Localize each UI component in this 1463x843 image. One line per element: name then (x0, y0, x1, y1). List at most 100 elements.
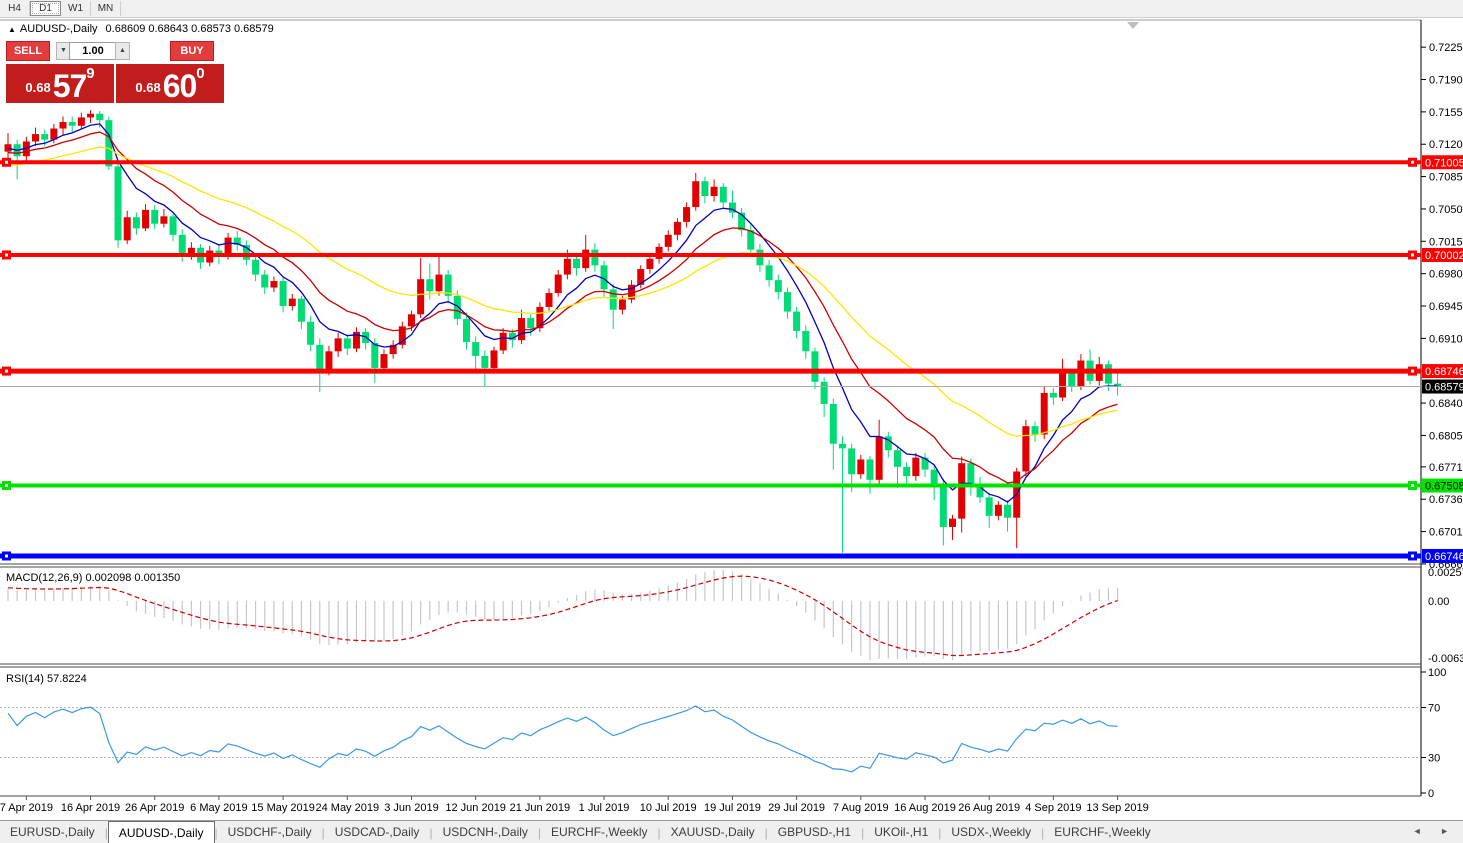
scroll-to-end-marker[interactable] (1127, 22, 1139, 29)
level-line-0.67508[interactable]: 0.67508 (0, 478, 1463, 493)
timeframe-button-d1[interactable]: D1 (30, 1, 61, 16)
svg-text:13 Sep 2019: 13 Sep 2019 (1086, 802, 1148, 814)
chart-tab-xauusd-daily[interactable]: XAUUSD-,Daily (670, 825, 755, 839)
rsi-pane: RSI(14) 57.8224 100 70 30 0 (0, 667, 1446, 800)
tab-separator: | (861, 825, 865, 840)
svg-text:100: 100 (1428, 667, 1446, 679)
svg-text:0.67508: 0.67508 (1425, 481, 1463, 493)
svg-text:7 Aug 2019: 7 Aug 2019 (833, 802, 889, 814)
chart-tab-eurchf-weekly[interactable]: EURCHF-,Weekly (551, 825, 648, 839)
sell-price-sup: 9 (86, 65, 95, 82)
chart-tab-eurchf-weekly[interactable]: EURCHF-,Weekly (1054, 825, 1151, 839)
level-line-0.71005[interactable]: 0.71005 (0, 155, 1463, 170)
buy-price-display[interactable]: 0.68 60 0 (116, 64, 224, 103)
svg-text:3 Jun 2019: 3 Jun 2019 (384, 802, 438, 814)
svg-text:16 Apr 2019: 16 Apr 2019 (61, 802, 120, 814)
svg-text:1 Jul 2019: 1 Jul 2019 (579, 802, 630, 814)
chart-tab-usdcad-daily[interactable]: USDCAD-,Daily (334, 825, 420, 839)
panel-expand-icon[interactable]: ▲ (8, 25, 16, 34)
svg-text:29 Jul 2019: 29 Jul 2019 (768, 802, 825, 814)
svg-text:-0.006326: -0.006326 (1428, 653, 1463, 665)
buy-price-sup: 0 (196, 65, 205, 82)
chart-tab-eurusd-daily[interactable]: EURUSD-,Daily (10, 825, 95, 839)
svg-text:0: 0 (1428, 788, 1434, 800)
sell-price-display[interactable]: 0.68 57 9 (6, 64, 114, 103)
svg-text:21 Jun 2019: 21 Jun 2019 (510, 802, 571, 814)
chart-symbol-header: ▲ AUDUSD-,Daily 0.68609 0.68643 0.68573 0.… (8, 23, 274, 35)
tab-separator: | (104, 825, 108, 840)
tab-separator: | (938, 825, 942, 840)
symbol-tab-bar: EURUSD-,Daily | AUDUSD-,Daily | USDCHF-,Dail… (0, 820, 1463, 843)
tab-separator: | (657, 825, 661, 840)
svg-text:0.002574: 0.002574 (1428, 567, 1463, 579)
tab-separator: | (429, 825, 433, 840)
date-axis: 7 Apr 2019 16 Apr 2019 26 Apr 2019 6 May 20… (0, 796, 1149, 814)
current-price-line: 0.68579 (0, 379, 1463, 394)
level-line-0.70002[interactable]: 0.70002 (0, 247, 1463, 262)
timeframe-button-h4[interactable]: H4 (0, 1, 30, 16)
svg-text:4 Sep 2019: 4 Sep 2019 (1025, 802, 1081, 814)
price-pane (0, 19, 1422, 797)
svg-text:0.71005: 0.71005 (1425, 157, 1463, 169)
level-line-0.66746[interactable]: 0.66746 (0, 548, 1463, 563)
sell-price-small: 0.68 (25, 80, 51, 95)
tab-separator: | (214, 825, 218, 840)
svg-text:0.00: 0.00 (1428, 596, 1449, 608)
svg-text:0.70002: 0.70002 (1425, 250, 1463, 262)
tab-scroll-arrows[interactable]: ◄ ► (1412, 826, 1457, 836)
chart-tab-ukoil-h1[interactable]: UKOil-,H1 (874, 825, 929, 839)
chart-tab-audusd-daily[interactable]: AUDUSD-,Daily (107, 821, 215, 843)
svg-text:12 Jun 2019: 12 Jun 2019 (445, 802, 506, 814)
tab-separator: | (764, 825, 768, 840)
chart-tab-usdcnh-daily[interactable]: USDCNH-,Daily (442, 825, 528, 839)
svg-text:19 Jul 2019: 19 Jul 2019 (704, 802, 761, 814)
svg-text:MACD(12,26,9) 0.002098 0.00135: MACD(12,26,9) 0.002098 0.001350 (6, 572, 180, 584)
svg-text:10 Jul 2019: 10 Jul 2019 (640, 802, 697, 814)
tab-separator: | (1041, 825, 1045, 840)
level-lines: 0.71005 0.70002 0.68746 0.67508 0.66746 (0, 155, 1463, 563)
svg-text:24 May 2019: 24 May 2019 (315, 802, 379, 814)
chart-tab-usdchf-daily[interactable]: USDCHF-,Daily (227, 825, 312, 839)
chart-tab-gbpusd-h1[interactable]: GBPUSD-,H1 (777, 825, 852, 839)
svg-text:RSI(14) 57.8224: RSI(14) 57.8224 (6, 673, 87, 685)
macd-pane: MACD(12,26,9) 0.002098 0.001350 0.002574 0… (6, 567, 1463, 665)
sell-price-big: 57 (52, 68, 88, 104)
chart-tab-usdx-weekly[interactable]: USDX-,Weekly (951, 825, 1032, 839)
sell-button[interactable]: SELL (6, 41, 50, 61)
svg-text:26 Aug 2019: 26 Aug 2019 (958, 802, 1020, 814)
svg-text:6 May 2019: 6 May 2019 (190, 802, 247, 814)
ma-lines (7, 123, 1118, 503)
svg-text:7 Apr 2019: 7 Apr 2019 (0, 802, 53, 814)
level-line-0.68746[interactable]: 0.68746 (0, 364, 1463, 379)
volume-increase-button[interactable]: ▲ (115, 42, 130, 60)
svg-text:26 Apr 2019: 26 Apr 2019 (125, 802, 184, 814)
timeframe-button-w1[interactable]: W1 (61, 1, 91, 16)
svg-text:0.68579: 0.68579 (1425, 382, 1463, 394)
svg-text:30: 30 (1428, 753, 1440, 765)
svg-text:16 Aug 2019: 16 Aug 2019 (894, 802, 956, 814)
buy-button[interactable]: BUY (170, 41, 214, 61)
svg-text:0.66746: 0.66746 (1425, 551, 1463, 563)
buy-price-small: 0.68 (135, 80, 161, 95)
svg-text:15 May 2019: 15 May 2019 (251, 802, 315, 814)
volume-input[interactable]: 1.00 (69, 42, 117, 60)
timeframe-button-mn[interactable]: MN (91, 1, 121, 16)
tab-separator: | (321, 825, 325, 840)
